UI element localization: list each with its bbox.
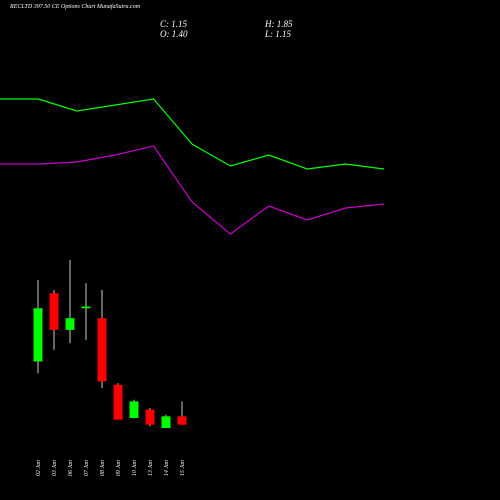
candle-body bbox=[113, 384, 123, 420]
ohlc-label: C: 1.15 bbox=[160, 19, 188, 29]
indicator-line bbox=[0, 98, 385, 170]
x-tick-label: 13 Jan bbox=[148, 460, 154, 476]
candle-body bbox=[129, 401, 139, 419]
candle-body bbox=[161, 416, 171, 428]
x-tick-label: 08 Jan bbox=[100, 460, 106, 476]
candle-body bbox=[81, 306, 91, 309]
x-tick-label: 09 Jan bbox=[116, 460, 122, 476]
x-tick-label: 14 Jan bbox=[163, 460, 170, 476]
candle-body bbox=[49, 293, 59, 330]
ohlc-label: L: 1.15 bbox=[264, 29, 292, 39]
candle-body bbox=[177, 416, 187, 425]
ohlc-label: H: 1.85 bbox=[264, 19, 293, 29]
x-tick-label: 02 Jan bbox=[36, 460, 42, 476]
chart-title: RECLTD 397.50 CE Options Chart MunafaSut… bbox=[9, 3, 141, 10]
candle-body bbox=[145, 409, 155, 425]
candle-body bbox=[65, 318, 75, 330]
candle-body bbox=[33, 308, 43, 362]
candle-body bbox=[97, 318, 107, 382]
x-tick-label: 07 Jan bbox=[84, 460, 90, 476]
indicator-line bbox=[0, 145, 385, 235]
x-tick-label: 03 Jan bbox=[52, 460, 58, 476]
x-tick-label: 15 Jan bbox=[180, 460, 186, 476]
x-tick-label: 06 Jan bbox=[68, 460, 74, 476]
ohlc-label: O: 1.40 bbox=[160, 29, 188, 39]
x-tick-label: 10 Jan bbox=[132, 460, 138, 476]
